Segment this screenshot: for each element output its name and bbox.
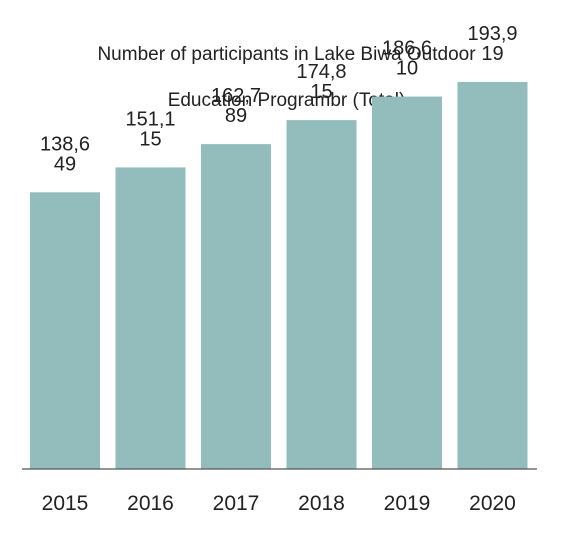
data-label-line: 10 [396,58,418,80]
data-label-line: 89 [225,105,247,127]
bar [286,120,357,469]
data-label: 151,1 15 [125,108,175,150]
bar [115,167,186,470]
data-label-line: 138,6 [40,133,90,155]
data-label: 186,6 10 [382,38,432,80]
bar [457,81,528,470]
data-label-line: 15 [139,128,161,150]
data-label-line: 193,9 [467,23,517,45]
data-label: 174,8 15 [296,61,346,103]
data-label: 138,6 49 [40,133,90,175]
x-tick-label: 2015 [42,492,89,515]
bar [201,144,271,469]
data-label-line: 49 [54,153,76,175]
data-label-line: 174,8 [296,61,346,83]
x-tick-label: 2018 [298,492,345,515]
data-label-line: 162,7 [211,85,261,107]
data-label: 193,9 19 [467,23,517,65]
data-label-line: 186,6 [382,38,432,60]
x-tick-label: 2017 [213,492,260,515]
bar [372,96,442,469]
data-label-line: 151,1 [125,108,175,130]
chart-title-line-1: Number of participants in Lake Biwa Outd… [97,44,476,65]
x-tick-label: 2016 [127,492,174,515]
chart-title-line-2: Education Programbr (Total) [167,90,406,111]
data-label: 162,7 89 [211,85,261,127]
x-tick-label: 2020 [469,492,516,515]
data-label-line: 19 [481,43,503,65]
data-label-line: 15 [310,81,332,103]
bar [30,192,100,469]
x-tick-label: 2019 [384,492,431,515]
